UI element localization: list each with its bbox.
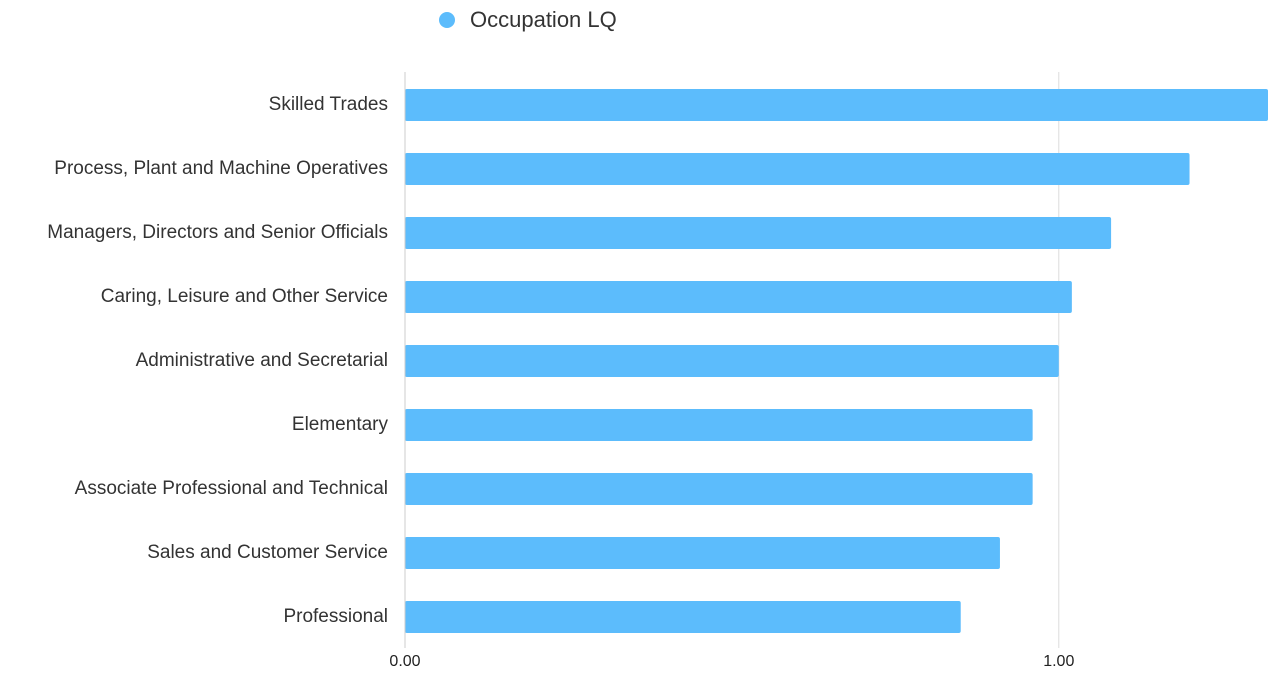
bar	[405, 601, 961, 633]
x-tick-label: 1.00	[1043, 653, 1074, 670]
y-tick-label: Associate Professional and Technical	[75, 478, 388, 499]
bar	[405, 217, 1112, 249]
bar	[405, 281, 1072, 313]
bar	[405, 153, 1190, 185]
y-tick-label: Sales and Customer Service	[147, 542, 388, 563]
x-tick-label: 0.00	[389, 653, 420, 670]
y-tick-label: Elementary	[292, 414, 389, 435]
legend-label: Occupation LQ	[470, 7, 617, 32]
y-tick-label: Professional	[283, 606, 388, 627]
y-tick-label: Administrative and Secretarial	[136, 350, 388, 371]
bar	[405, 89, 1268, 121]
y-tick-label: Managers, Directors and Senior Officials	[47, 222, 388, 243]
y-tick-label: Process, Plant and Machine Operatives	[54, 158, 388, 179]
y-tick-label: Caring, Leisure and Other Service	[101, 286, 388, 307]
legend-marker	[439, 12, 455, 28]
bar	[405, 345, 1059, 377]
bar	[405, 473, 1033, 505]
bar	[405, 409, 1033, 441]
y-tick-label: Skilled Trades	[269, 94, 388, 115]
bar	[405, 537, 1000, 569]
